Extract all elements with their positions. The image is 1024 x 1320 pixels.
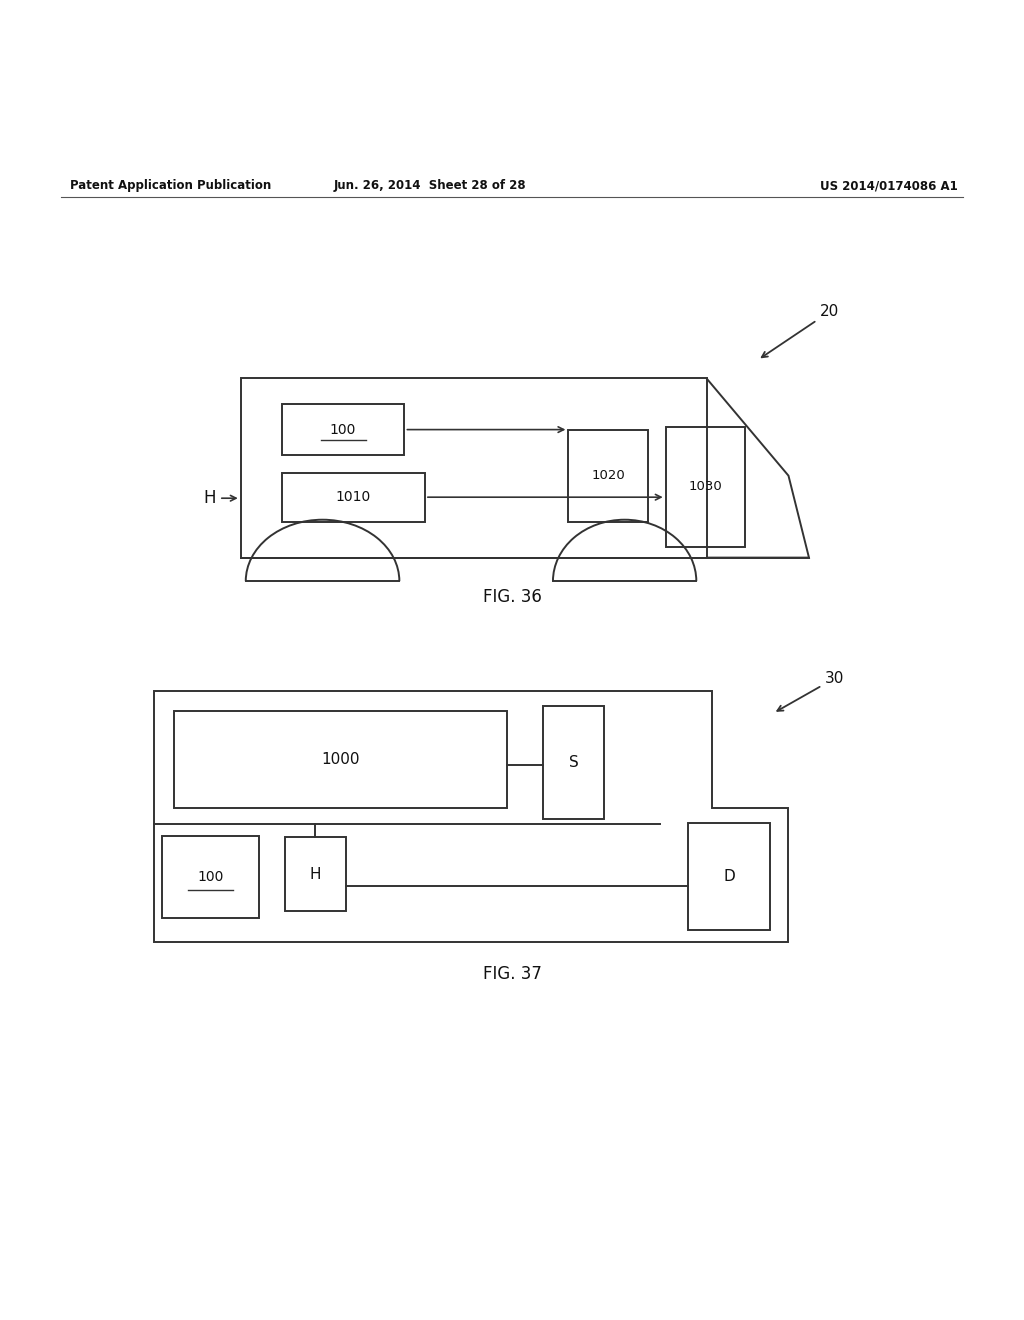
Text: H: H [309,866,322,882]
Text: 1020: 1020 [592,469,625,482]
Text: FIG. 37: FIG. 37 [482,965,542,983]
Bar [568,429,648,521]
Text: 1000: 1000 [322,752,359,767]
Bar [666,426,745,548]
Text: 100: 100 [330,422,356,437]
Text: S: S [568,755,579,770]
Bar [282,404,404,455]
Text: FIG. 36: FIG. 36 [482,587,542,606]
Text: Jun. 26, 2014  Sheet 28 of 28: Jun. 26, 2014 Sheet 28 of 28 [334,180,526,193]
Text: D: D [723,869,735,884]
Bar [285,837,346,911]
Text: US 2014/0174086 A1: US 2014/0174086 A1 [819,180,957,193]
Text: 30: 30 [777,671,844,711]
Text: Patent Application Publication: Patent Application Publication [70,180,271,193]
Bar [174,711,507,808]
Text: H: H [204,490,236,507]
Text: 100: 100 [198,870,223,884]
Bar [543,706,604,818]
Text: 20: 20 [762,305,839,358]
Bar [282,473,425,521]
Text: 1010: 1010 [336,490,371,504]
Text: 1030: 1030 [689,480,722,494]
Bar [241,379,707,557]
Bar [162,836,259,917]
Bar [688,822,770,931]
